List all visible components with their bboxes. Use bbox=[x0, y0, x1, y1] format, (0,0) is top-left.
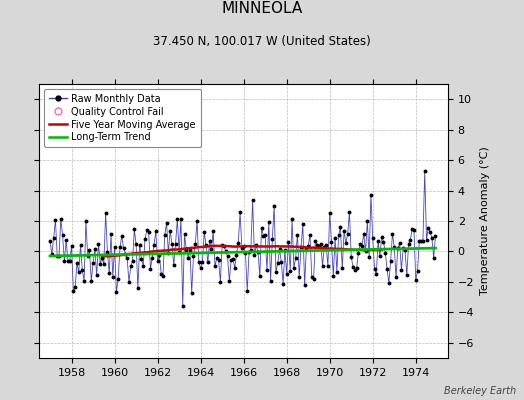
Text: MINNEOLA: MINNEOLA bbox=[221, 1, 303, 16]
Text: Berkeley Earth: Berkeley Earth bbox=[444, 386, 516, 396]
Y-axis label: Temperature Anomaly (°C): Temperature Anomaly (°C) bbox=[480, 147, 490, 295]
Text: 37.450 N, 100.017 W (United States): 37.450 N, 100.017 W (United States) bbox=[153, 35, 371, 48]
Legend: Raw Monthly Data, Quality Control Fail, Five Year Moving Average, Long-Term Tren: Raw Monthly Data, Quality Control Fail, … bbox=[44, 89, 201, 147]
